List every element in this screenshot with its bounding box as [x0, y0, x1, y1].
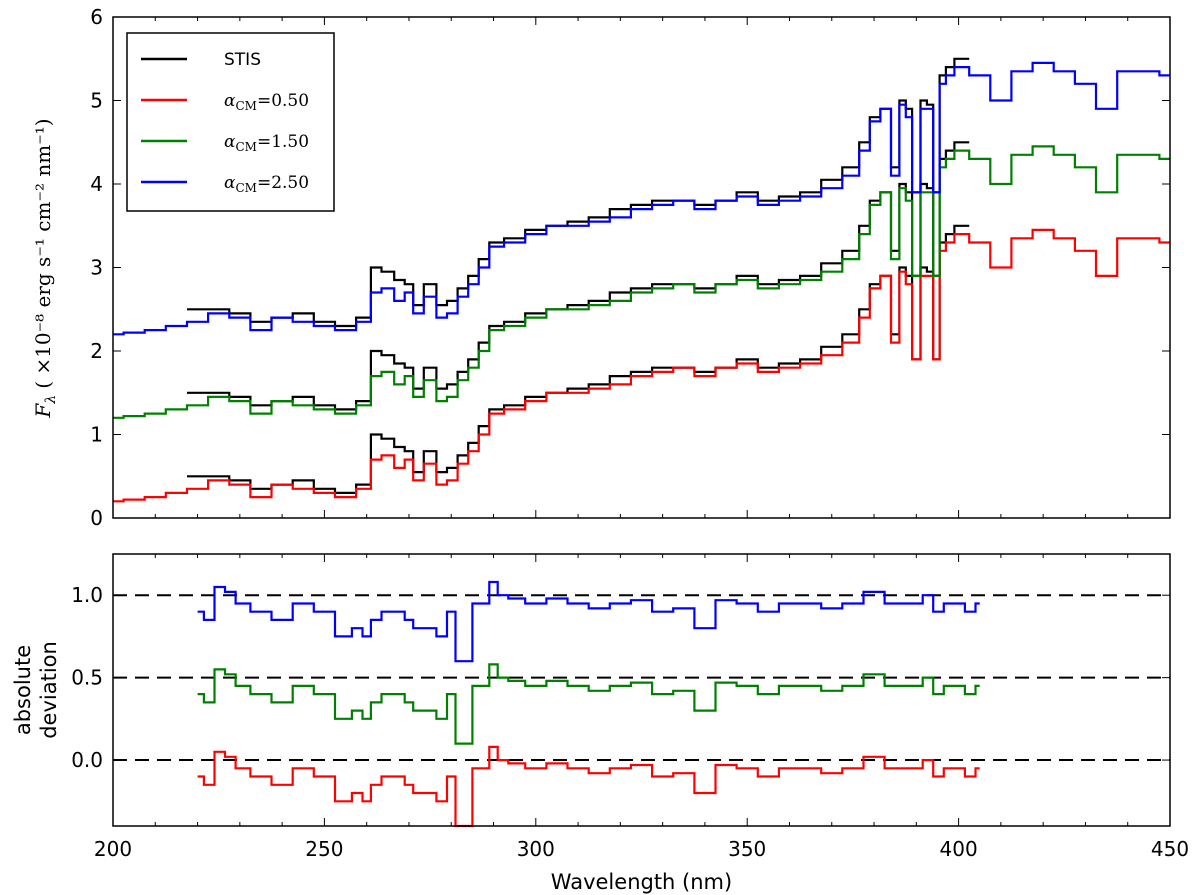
x-tick-label: 450 — [1151, 837, 1189, 861]
bottom-y-axis-label: absolute deviation — [11, 641, 61, 739]
model-spectrum-line — [113, 61, 1170, 336]
legend-label: αCM=1.50 — [224, 132, 309, 154]
y-tick-label: 1.0 — [71, 583, 103, 607]
top-series-group — [113, 57, 1170, 503]
y-tick-label: 2 — [90, 339, 103, 363]
legend-label: STIS — [224, 50, 261, 70]
y-tick-label: 4 — [90, 172, 103, 196]
bottom-series-group — [197, 580, 980, 828]
top-ticks-group: 0 1 2 3 4 5 6 — [90, 5, 1171, 530]
legend: STIS αCM=0.50 αCM=1.50 αCM=2.50 — [126, 32, 335, 212]
legend-label: αCM=2.50 — [224, 173, 309, 195]
y-tick-label: 5 — [90, 89, 103, 113]
bottom-ticks-group: 200 250 300 350 400 450 0.0 0.5 1.0 — [71, 554, 1189, 861]
model-spectrum-line — [113, 145, 1170, 419]
y-tick-label: 6 — [90, 5, 103, 29]
deviation-line — [197, 663, 980, 745]
deviation-line — [197, 580, 980, 663]
x-axis-label: Wavelength (nm) — [551, 870, 732, 894]
y-tick-label: 1 — [90, 423, 103, 447]
top-y-axis-label: Fλ( ×10⁻⁸ erg s⁻¹ cm⁻² nm⁻¹) — [31, 118, 59, 418]
bottom-plot-frame — [112, 553, 1171, 827]
deviation-line — [197, 745, 980, 828]
legend-label: αCM=0.50 — [224, 91, 309, 113]
y-tick-label: 0.0 — [71, 748, 103, 772]
x-tick-label: 400 — [940, 837, 978, 861]
y-tick-label: 0 — [90, 506, 103, 530]
x-tick-label: 350 — [728, 837, 766, 861]
y-axis-label-line: absolute — [11, 645, 35, 735]
spectrum-panel: 0 1 2 3 4 5 6 Fλ( ×10⁻⁸ erg s⁻¹ cm⁻² nm⁻¹) STI… — [31, 5, 1171, 530]
x-tick-label: 300 — [517, 837, 555, 861]
reference-lines-group — [113, 594, 1170, 762]
x-tick-label: 250 — [305, 837, 343, 861]
model-spectrum-line — [113, 228, 1170, 503]
y-axis-label-text: Fλ( ×10⁻⁸ erg s⁻¹ cm⁻² nm⁻¹) — [31, 118, 59, 418]
deviation-panel: 200 250 300 350 400 450 0.0 0.5 1.0 absolute devi… — [11, 553, 1189, 894]
stis-spectrum-line — [187, 224, 970, 494]
x-tick-label: 200 — [94, 837, 132, 861]
y-axis-label-line: deviation — [37, 641, 61, 739]
y-tick-label: 3 — [90, 256, 103, 280]
y-tick-label: 0.5 — [71, 666, 103, 690]
